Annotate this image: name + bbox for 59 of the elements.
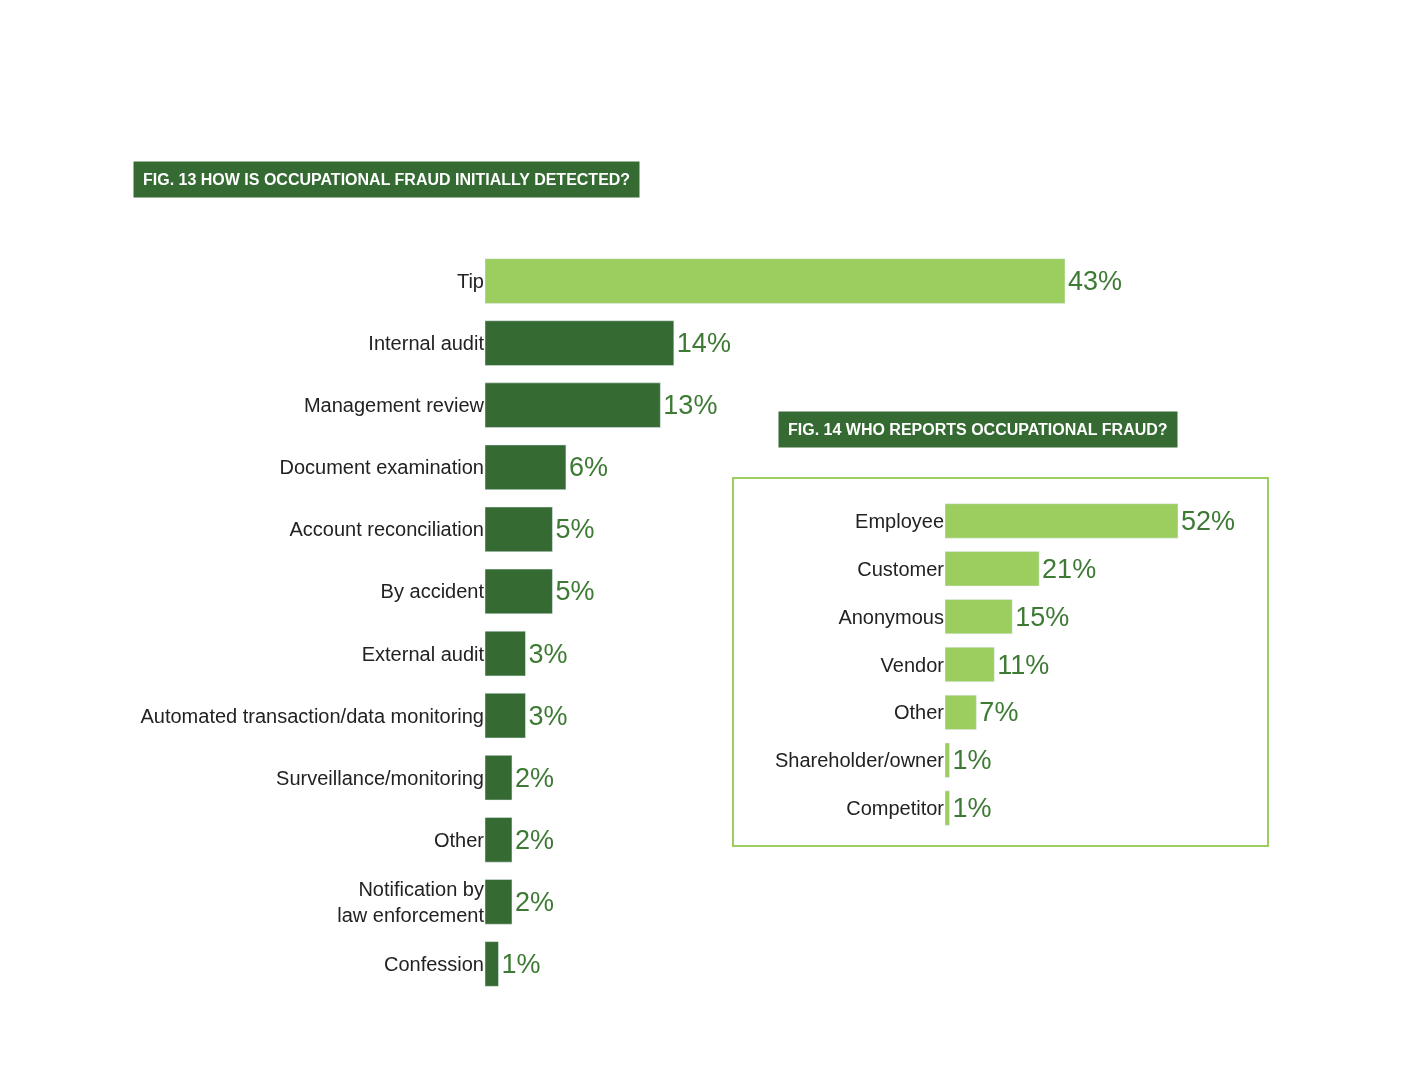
y-tick-label: Employee <box>855 509 944 532</box>
bar <box>485 755 513 801</box>
y-tick-label: Tip <box>456 270 484 293</box>
data-label: 15% <box>1015 601 1070 632</box>
data-label: 5% <box>555 576 595 607</box>
y-tick-label: Management review <box>303 394 485 417</box>
bar <box>945 742 950 778</box>
y-tick-label: Other <box>893 701 945 724</box>
bar <box>945 790 950 826</box>
data-label: 11% <box>997 649 1050 680</box>
bar <box>485 382 661 428</box>
data-label: 1% <box>952 745 992 776</box>
y-tick-label: Competitor <box>846 797 945 820</box>
y-tick-label: Internal audit <box>368 332 485 355</box>
y-tick-label: Vendor <box>880 653 945 676</box>
data-label: 43% <box>1068 266 1123 297</box>
bar <box>945 694 977 730</box>
y-tick-label: Document examination <box>279 456 484 479</box>
bar <box>485 444 567 490</box>
bar <box>485 630 526 677</box>
chart-title: FIG. 14 WHO REPORTS OCCUPATIONAL FRAUD? <box>788 421 1168 438</box>
data-label: 3% <box>528 700 568 731</box>
bar <box>485 693 526 739</box>
y-tick-label: Customer <box>857 557 945 580</box>
data-label: 7% <box>979 697 1019 728</box>
data-label: 5% <box>555 514 595 545</box>
data-label: 2% <box>514 886 555 917</box>
data-label: 52% <box>1181 505 1236 536</box>
data-label: 3% <box>528 638 568 669</box>
bar <box>485 879 513 925</box>
data-label: 6% <box>568 452 608 483</box>
data-label: 1% <box>952 793 992 824</box>
bar <box>945 647 995 682</box>
y-tick-label: External audit <box>361 642 485 665</box>
bar <box>485 817 513 863</box>
y-tick-label: Other <box>433 828 485 851</box>
y-tick-label: Automated transaction/data monitoring <box>140 704 484 727</box>
y-tick-label: Account reconciliation <box>289 518 484 541</box>
y-tick-label: Shareholder/owner <box>775 749 945 772</box>
y-tick-label: Surveillance/monitoring <box>276 766 484 789</box>
chart-title: FIG. 13 HOW IS OCCUPATIONAL FRAUD INITIALLY DETECTED? <box>143 171 631 188</box>
y-tick-label: Notification by law enforcement <box>337 877 485 926</box>
bar <box>485 568 553 615</box>
bar <box>945 599 1013 635</box>
data-label: 21% <box>1042 553 1097 584</box>
bar <box>485 320 675 366</box>
bar <box>945 503 1178 539</box>
bar <box>485 258 1065 304</box>
bar <box>485 506 553 552</box>
bar <box>485 941 499 987</box>
data-label: 2% <box>514 824 555 855</box>
data-label: 13% <box>663 390 718 421</box>
data-label: 14% <box>676 328 731 359</box>
y-tick-label: Anonymous <box>838 605 944 628</box>
data-label: 1% <box>501 948 541 979</box>
y-tick-label: By accident <box>380 580 485 603</box>
y-tick-label: Confession <box>383 952 484 975</box>
data-label: 2% <box>514 762 555 793</box>
bar <box>945 551 1040 587</box>
